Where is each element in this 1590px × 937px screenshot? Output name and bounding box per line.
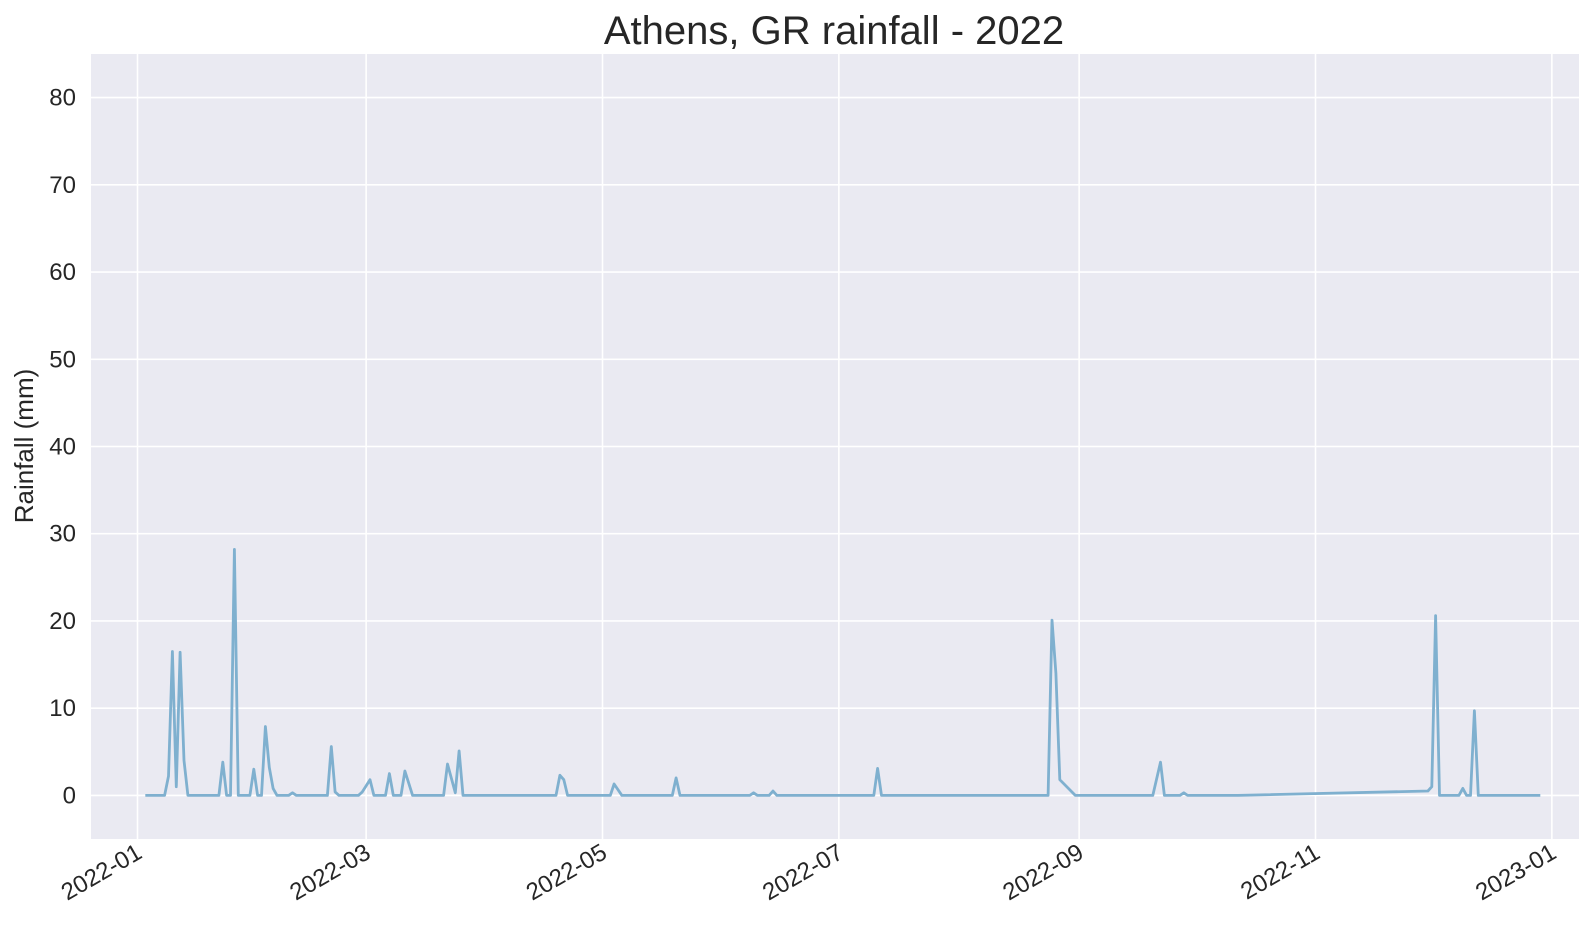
- chart-title: Athens, GR rainfall - 2022: [604, 9, 1064, 53]
- gridlines: [91, 54, 1579, 839]
- x-tick-label: 2022-05: [522, 839, 612, 906]
- x-tick-label: 2022-03: [285, 839, 375, 906]
- x-tick-label: 2022-07: [758, 839, 848, 906]
- y-tick-label: 0: [63, 782, 76, 809]
- y-axis-ticks: 0 10 20 30 40 50 60 70 80: [49, 85, 76, 810]
- y-tick-label: 80: [49, 85, 76, 112]
- y-tick-label: 70: [49, 172, 76, 199]
- series-lines: [145, 548, 1541, 797]
- y-tick-label: 20: [49, 608, 76, 635]
- y-tick-label: 40: [49, 434, 76, 461]
- x-axis-ticks: 2022-01 2022-03 2022-05 2022-07 2022-09 2022-…: [57, 839, 1561, 906]
- x-tick-label: 2022-11: [1236, 839, 1324, 906]
- y-tick-label: 10: [49, 695, 76, 722]
- x-tick-label: 2022-09: [998, 839, 1088, 906]
- rainfall-line: [145, 548, 1541, 797]
- y-tick-label: 30: [49, 521, 76, 548]
- y-axis-label: Rainfall (mm): [9, 369, 39, 524]
- y-tick-label: 60: [49, 259, 76, 286]
- x-tick-label: 2022-01: [57, 839, 147, 906]
- y-tick-label: 50: [49, 346, 76, 373]
- x-tick-label: 2023-01: [1471, 839, 1561, 906]
